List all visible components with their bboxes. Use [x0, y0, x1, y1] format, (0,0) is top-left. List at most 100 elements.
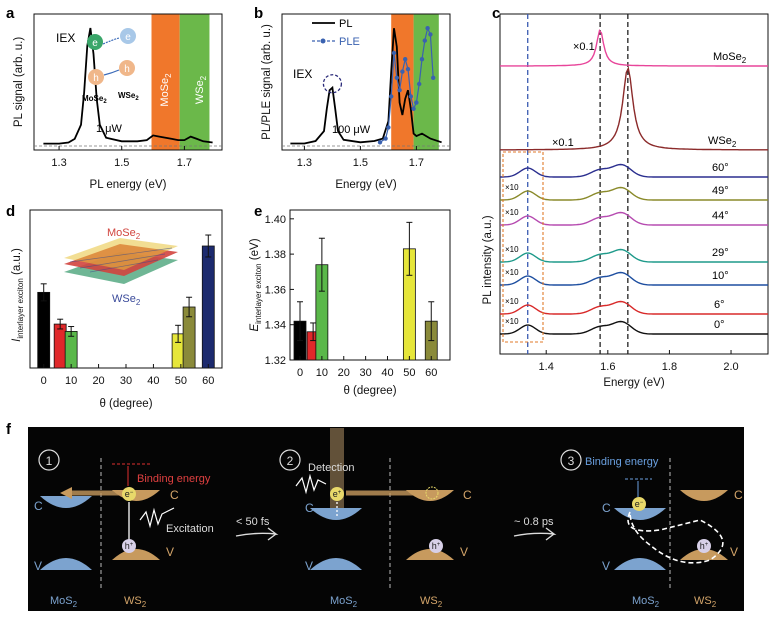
xtick-label: 30 — [120, 375, 132, 387]
electron-icon — [632, 497, 646, 511]
iex-label-a: IEX — [56, 31, 75, 45]
ple-point — [419, 57, 425, 62]
xticks-a: 1.3 1.5 1.7 — [51, 146, 192, 169]
xtick-label: 10 — [65, 375, 77, 387]
scale-label-mose2: ×0.1 — [573, 41, 595, 53]
ws2-valence-band — [680, 549, 728, 560]
electron-icon — [87, 34, 103, 50]
bar — [201, 245, 215, 369]
ytick-label: 1.34 — [265, 320, 286, 332]
xtick-label: 2.0 — [723, 361, 738, 373]
ple-point — [377, 140, 383, 145]
ple-point — [414, 100, 419, 105]
electron-label-1: e — [92, 38, 98, 49]
arrow-left-icon — [60, 487, 72, 499]
mos2-conduction-band — [614, 508, 666, 520]
x10-label: ×10 — [505, 297, 519, 306]
ple-points-b — [377, 26, 436, 145]
series-label: 49° — [712, 185, 729, 197]
xtick-label: 40 — [147, 375, 159, 387]
mos2-valence-band — [310, 558, 362, 570]
curve-3 — [500, 186, 768, 201]
ylabel-d: Iinterlayer exciton (a.u.) — [11, 248, 25, 342]
panel-a: a 1.3 1.5 1.7 PL energy (eV) PL signal (ar… — [6, 5, 223, 191]
step-number-circle — [560, 449, 582, 471]
schematic-background — [28, 427, 744, 611]
ytick-label: 1.40 — [265, 214, 286, 226]
hole-label-1: h — [93, 73, 99, 84]
xtick-label: 1.5 — [114, 157, 129, 169]
bar — [64, 330, 78, 369]
xlabel-a: PL energy (eV) — [90, 179, 167, 191]
transfer-arrow-icon — [102, 37, 120, 45]
band-v-ws2-3: V — [730, 545, 738, 559]
electron-symbol-2: e+ — [333, 489, 342, 499]
inset-label-wse2: WSe2 — [118, 91, 139, 102]
ple-point — [386, 125, 391, 130]
band-v-mos2-1: V — [34, 559, 42, 573]
curve-8 — [500, 320, 768, 335]
bars-e — [293, 221, 438, 361]
xtick-label: 1.3 — [297, 157, 312, 169]
ple-point — [403, 57, 408, 62]
xtick-label: 20 — [92, 375, 104, 387]
ple-point — [422, 38, 427, 43]
xtick-label: 40 — [381, 367, 393, 379]
electron-icon — [122, 487, 136, 501]
hole-icon — [122, 539, 136, 553]
legend-b: PL PLE — [312, 18, 360, 48]
transfer-arrow-icon — [103, 69, 120, 76]
xtick-label: 50 — [175, 375, 187, 387]
iex-label-b: IEX — [293, 67, 312, 81]
series-label: 10° — [712, 270, 729, 282]
time-arrow-icon — [513, 527, 557, 541]
x10-label: ×10 — [505, 183, 519, 192]
band-c-ws2-1: C — [170, 488, 179, 502]
empty-state-icon — [425, 486, 439, 500]
probe-pulse-icon — [295, 473, 327, 495]
inset-label-mose2: MoSe2 — [82, 94, 107, 105]
band-c-mos2-1: C — [34, 499, 43, 513]
ticks-e: 0 10 20 30 40 50 60 1.32 1.34 1.36 1.38 1.40 — [265, 214, 438, 379]
x10-label: ×10 — [505, 268, 519, 277]
ple-point — [411, 106, 416, 112]
charge-transfer-inset: e e h h MoSe2 WSe2 — [82, 28, 139, 105]
panel-e: e 0 10 20 30 40 50 60 1.32 1.34 1.36 1.38 1.40 θ (d… — [249, 203, 451, 397]
ws2-valence-band — [112, 549, 160, 560]
material-ws2-2: WS2 — [420, 595, 443, 609]
hole-symbol-2: h+ — [432, 541, 441, 551]
series-label: 0° — [714, 319, 725, 331]
curve-0 — [500, 28, 768, 67]
band-v-mos2-2: V — [305, 559, 313, 573]
ple-point — [397, 88, 402, 93]
band-v-ws2-1: V — [166, 545, 174, 559]
xtick-label: 1.7 — [177, 157, 192, 169]
step-number-3: 3 — [568, 454, 575, 468]
ws2-valence-band — [406, 549, 454, 560]
time-label-2: ~ 0.8 ps — [514, 516, 554, 528]
x10-label: ×10 — [505, 208, 519, 217]
x10-highlight-box — [502, 151, 544, 343]
xtick-label: 1.4 — [539, 361, 554, 373]
interlayer-icon — [64, 238, 178, 270]
step-number-circle — [38, 449, 60, 471]
series-label: 44° — [712, 210, 729, 222]
material-mos2-3: MoS2 — [632, 595, 660, 609]
bars-d — [37, 234, 215, 369]
ylabel-e: Einterlayer exciton (eV) — [249, 238, 263, 331]
band-v-mos2-3: V — [602, 559, 610, 573]
curve-5 — [500, 248, 768, 263]
iex-highlight-b — [322, 74, 343, 94]
xtick-label: 0 — [297, 367, 303, 379]
xlabel-b: Energy (eV) — [335, 179, 397, 191]
ple-point — [383, 136, 388, 141]
xtick-label: 1.5 — [353, 157, 368, 169]
inset-label-top-d: MoSe2 — [107, 227, 141, 241]
ple-point — [425, 26, 430, 31]
xtick-label: 10 — [316, 367, 328, 379]
panel-b: b 1.3 1.5 1.7 Energy (eV) PL/PLE signal (a… — [254, 5, 451, 191]
detection-label: Detection — [308, 462, 354, 474]
series-label: MoSe2 — [713, 51, 747, 65]
